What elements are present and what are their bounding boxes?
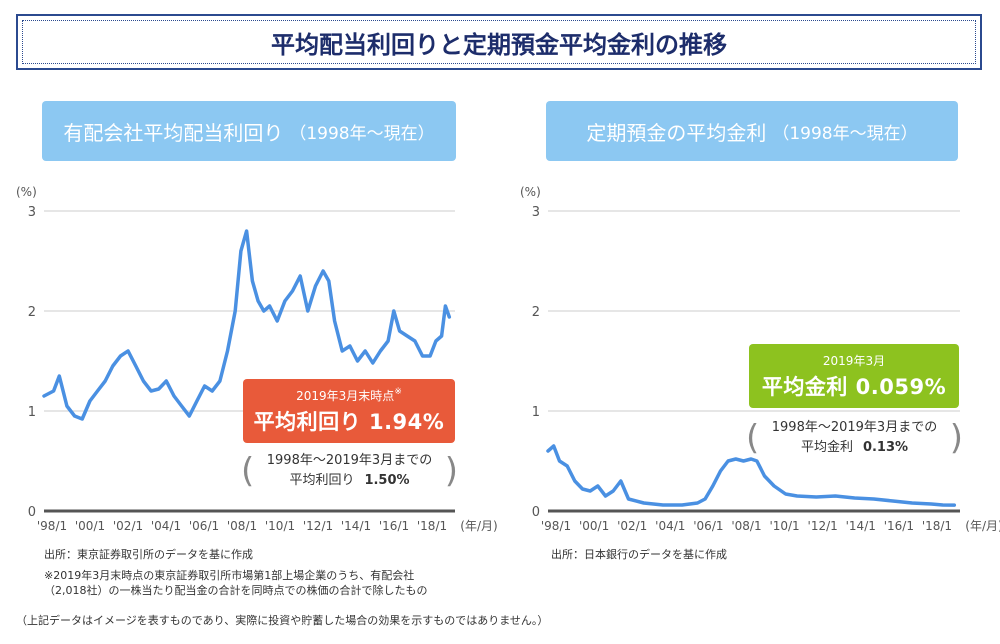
right-header-sub: （1998年〜現在） [772, 123, 918, 144]
paren-close-icon: ) [949, 418, 963, 458]
interest-xtick-7: '12/1 [808, 519, 838, 533]
interest-xlabel: (年/月) [965, 519, 1000, 533]
interest-ytick-3: 3 [532, 205, 540, 220]
dividend-xtick-0: '98/1 [37, 519, 67, 533]
left-footnote-line2: （2,018社）の一株当たり配当金の合計を同時点での株価の合計で除したもの [44, 584, 428, 597]
dividend-xtick-1: '00/1 [75, 519, 105, 533]
paren-open-icon: ( [241, 451, 255, 491]
interest-average-label: 平均金利 [800, 440, 853, 455]
dividend-callout-date: 2019年3月末時点 [296, 389, 395, 403]
interest-series-line-0 [546, 444, 957, 507]
interest-xtick-6: '10/1 [769, 519, 799, 533]
interest-xtick-8: '14/1 [846, 519, 876, 533]
left-source: 出所：東京証券取引所のデータを基に作成 [44, 548, 253, 561]
dividend-ytick-2: 2 [28, 305, 36, 320]
dividend-callout-value: 平均利回り 1.94% [253, 410, 445, 434]
left-panel-header: 有配会社平均配当利回り （1998年〜現在） [42, 101, 456, 161]
interest-ytick-1: 1 [532, 405, 540, 420]
paren-close-icon: ) [444, 451, 458, 491]
dividend-xtick-2: '02/1 [113, 519, 143, 533]
left-header-sub: （1998年〜現在） [289, 123, 435, 144]
interest-ytick-0: 0 [532, 505, 540, 520]
dividend-ytick-3: 3 [28, 205, 36, 220]
interest-xtick-9: '16/1 [884, 519, 914, 533]
right-header-main: 定期預金の平均金利 [586, 120, 767, 145]
dividend-xtick-3: '04/1 [151, 519, 181, 533]
dividend-ylabel: (%) [16, 185, 37, 199]
dividend-xtick-9: '16/1 [379, 519, 409, 533]
dividend-callout: 2019年3月末時点※ 平均利回り 1.94% [243, 379, 455, 443]
dividend-xtick-7: '12/1 [303, 519, 333, 533]
left-footnote-line1: ※2019年3月末時点の東京証券取引所市場第1部上場企業のうち、有配会社 [44, 569, 415, 582]
interest-xtick-0: '98/1 [541, 519, 571, 533]
dividend-series-line-0 [42, 229, 452, 421]
interest-average-note: ( ) 1998年〜2019年3月までの 平均金利 0.13% [746, 418, 963, 458]
interest-xtick-3: '04/1 [655, 519, 685, 533]
interest-ytick-2: 2 [532, 305, 540, 320]
paren-open-icon: ( [746, 418, 760, 458]
left-footnote: ※2019年3月末時点の東京証券取引所市場第1部上場企業のうち、有配会社 （2,… [44, 568, 484, 598]
interest-average-period: 1998年〜2019年3月までの [771, 420, 938, 435]
page-title: 平均配当利回りと定期預金平均金利の推移 [22, 20, 976, 64]
interest-xtick-4: '06/1 [693, 519, 723, 533]
dividend-xtick-4: '06/1 [189, 519, 219, 533]
interest-xtick-2: '02/1 [617, 519, 647, 533]
dividend-ytick-0: 0 [28, 505, 36, 520]
dividend-average-value: 1.50% [364, 473, 410, 488]
dividend-average-period: 1998年〜2019年3月までの [266, 453, 433, 468]
interest-average-value: 0.13% [862, 440, 909, 455]
dividend-callout-mark: ※ [394, 387, 402, 397]
interest-xtick-1: '00/1 [579, 519, 609, 533]
interest-ylabel: (%) [520, 185, 541, 199]
interest-callout: 2019年3月 平均金利 0.059% [749, 344, 959, 408]
disclaimer: （上記データはイメージを表すものであり、実際に投資や貯蓄した場合の効果を示すもの… [16, 614, 549, 627]
interest-xtick-5: '08/1 [731, 519, 761, 533]
dividend-xtick-5: '08/1 [227, 519, 257, 533]
dividend-xlabel: (年/月) [460, 519, 497, 533]
interest-callout-date: 2019年3月 [822, 354, 886, 368]
dividend-average-label: 平均利回り [289, 473, 355, 488]
interest-xtick-10: '18/1 [922, 519, 952, 533]
left-header-main: 有配会社平均配当利回り [63, 120, 284, 145]
right-panel-header: 定期預金の平均金利 （1998年〜現在） [546, 101, 958, 161]
dividend-average-note: ( ) 1998年〜2019年3月までの 平均利回り 1.50% [241, 451, 458, 491]
dividend-xtick-8: '14/1 [341, 519, 371, 533]
title-box: 平均配当利回りと定期預金平均金利の推移 [16, 14, 982, 70]
dividend-xtick-10: '18/1 [417, 519, 447, 533]
dividend-xtick-6: '10/1 [265, 519, 295, 533]
interest-callout-value: 平均金利 0.059% [761, 375, 947, 399]
dividend-ytick-1: 1 [28, 405, 36, 420]
right-source: 出所：日本銀行のデータを基に作成 [551, 548, 727, 561]
